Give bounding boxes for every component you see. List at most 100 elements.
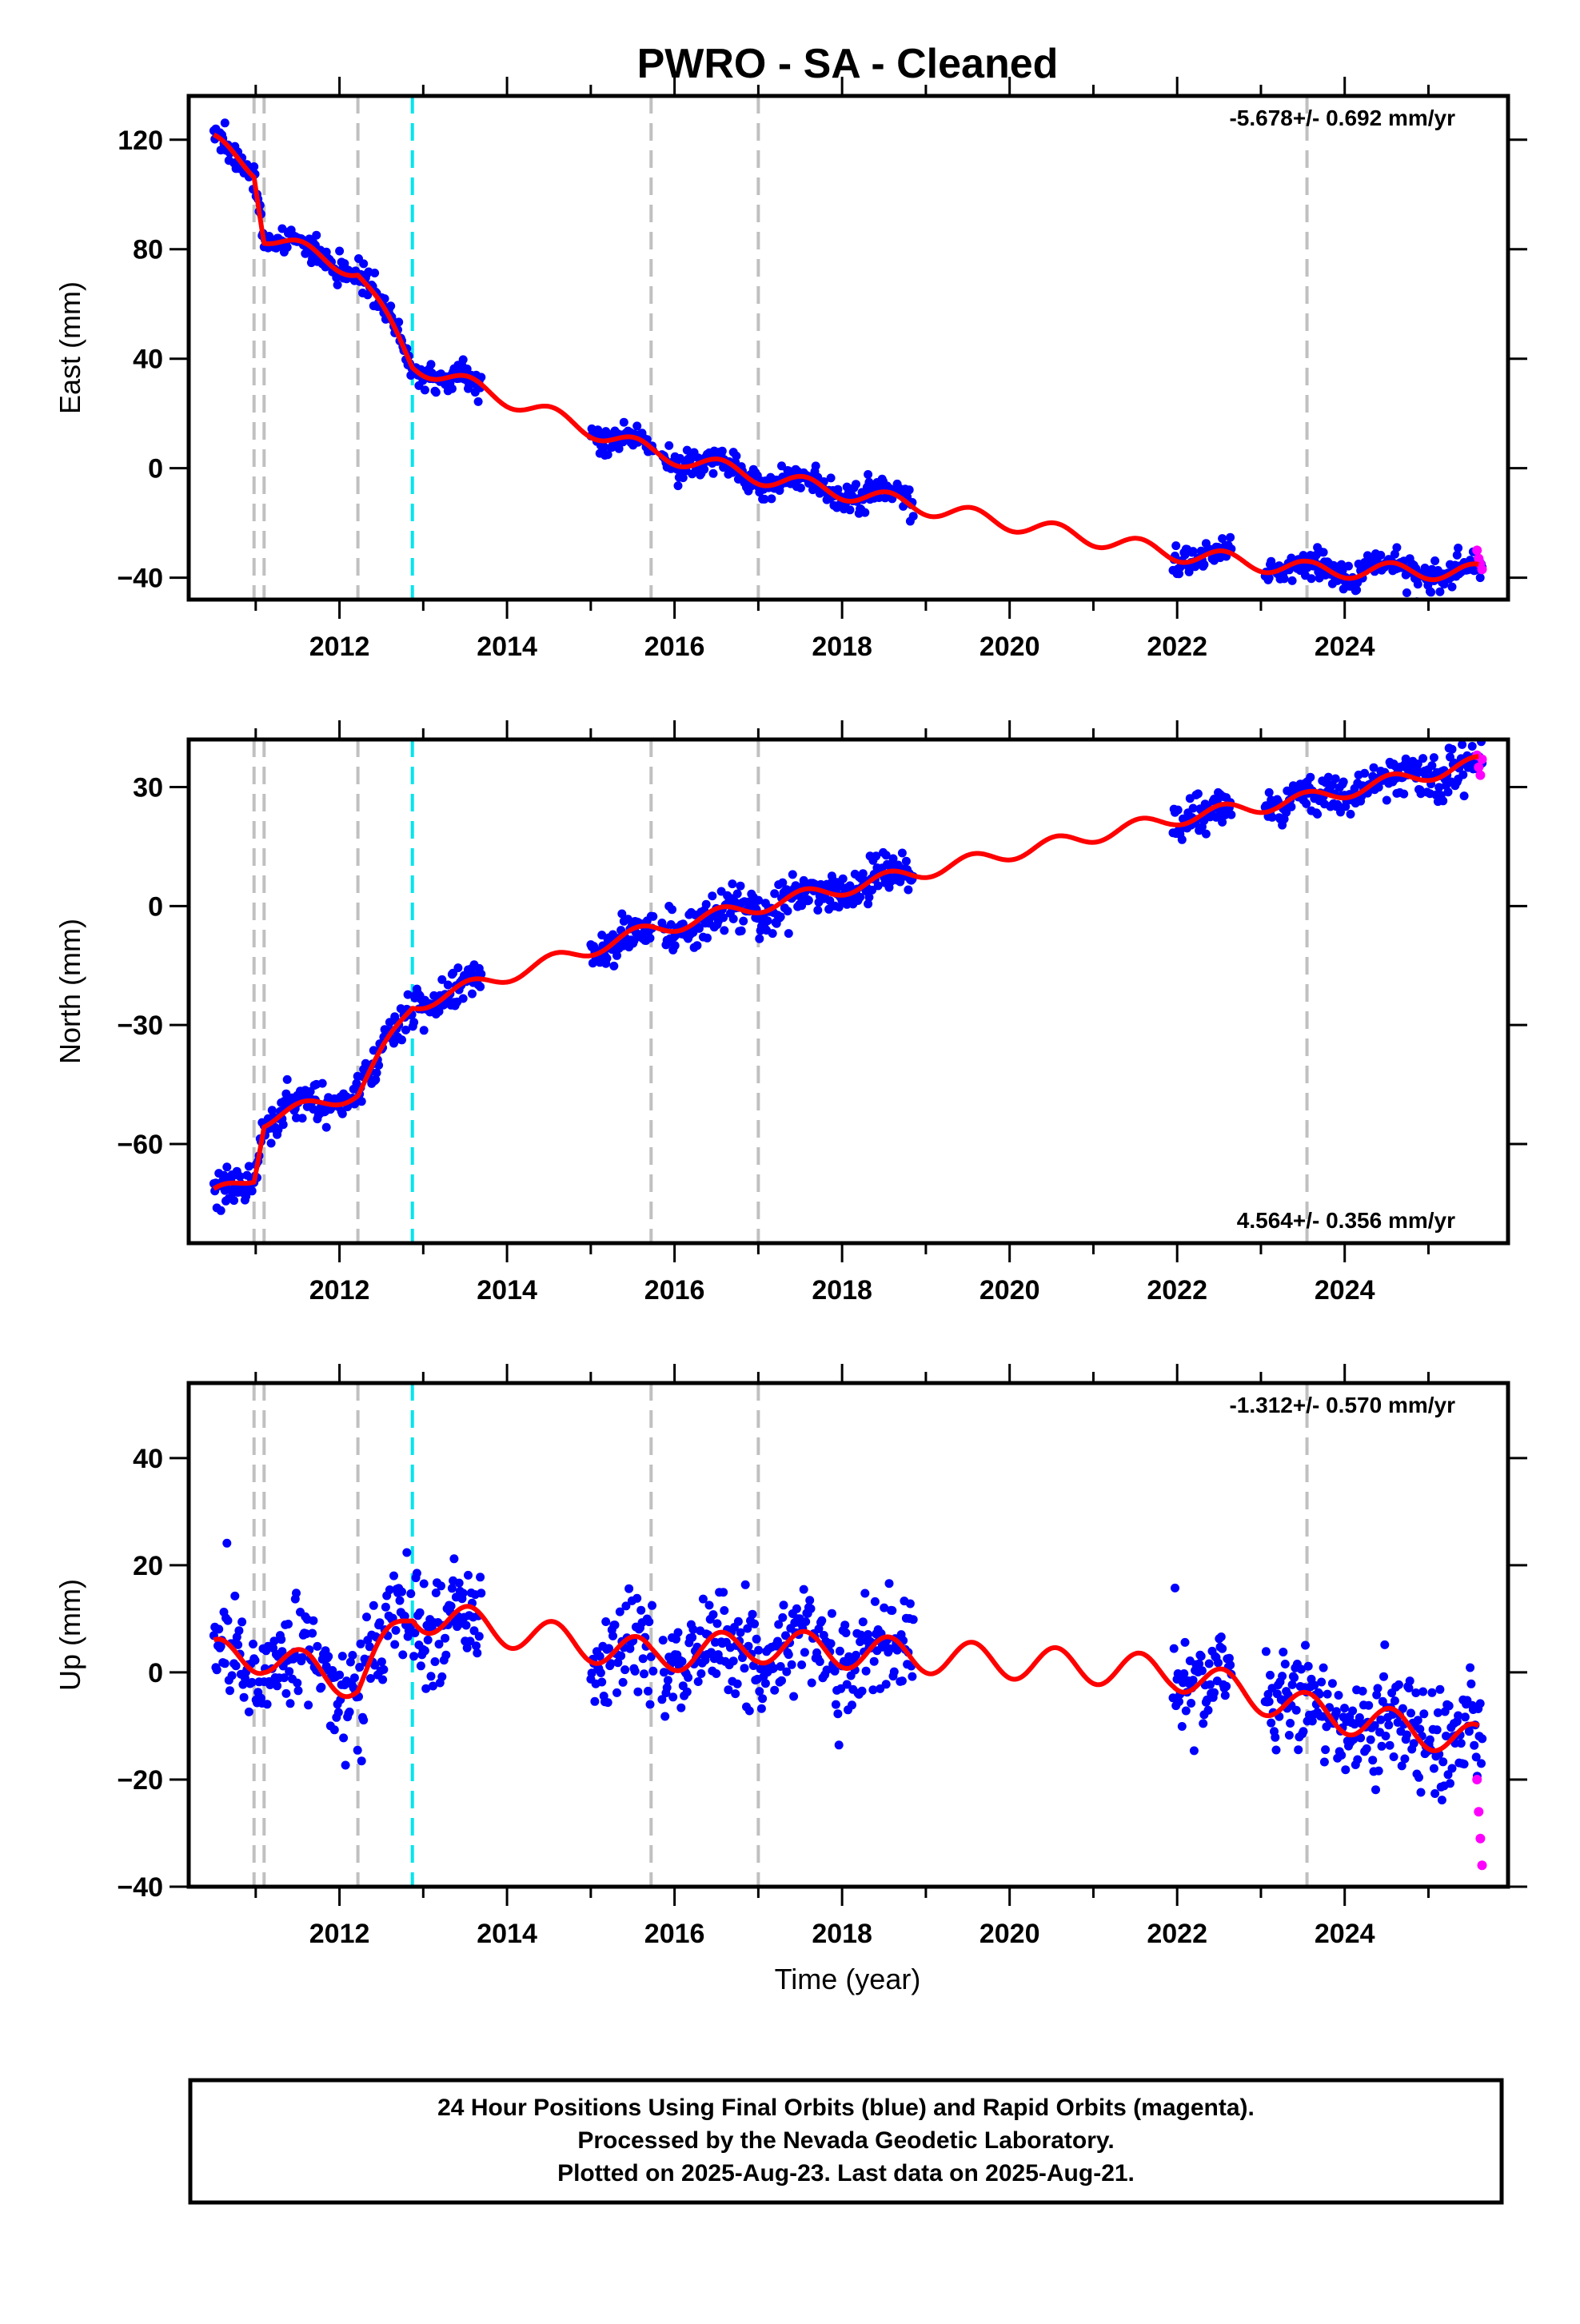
- data-point: [693, 1677, 703, 1686]
- data-point: [842, 1680, 852, 1689]
- data-point: [1179, 1669, 1189, 1678]
- data-point: [852, 1650, 860, 1660]
- data-point: [717, 446, 727, 456]
- data-point: [1426, 588, 1436, 597]
- data-point: [1442, 1732, 1450, 1740]
- data-point: [1370, 1720, 1379, 1730]
- data-point: [852, 480, 860, 489]
- data-point: [817, 1616, 827, 1625]
- data-point: [472, 1641, 481, 1651]
- data-point: [1381, 1732, 1390, 1740]
- data-point: [1432, 1725, 1442, 1735]
- data-point: [1188, 1676, 1198, 1685]
- data-point: [419, 1579, 429, 1589]
- data-point: [1287, 576, 1297, 585]
- data-point: [391, 1625, 401, 1635]
- data-point: [1338, 566, 1347, 576]
- data-point: [660, 1712, 670, 1721]
- data-point: [1317, 1677, 1327, 1687]
- data-point: [1218, 1644, 1227, 1653]
- data-point: [1416, 1788, 1426, 1797]
- x-tick-label: 2018: [812, 632, 872, 662]
- data-point: [1291, 1705, 1301, 1715]
- plot-area: [209, 96, 1487, 600]
- data-point: [889, 1667, 899, 1676]
- data-point: [668, 1692, 678, 1702]
- data-point: [370, 269, 380, 277]
- data-point: [237, 1617, 247, 1627]
- data-point: [449, 1554, 459, 1564]
- data-point: [797, 1660, 807, 1669]
- data-point: [841, 1628, 851, 1637]
- data-point: [856, 892, 865, 902]
- data-point: [337, 1109, 347, 1118]
- data-point: [1404, 1684, 1414, 1692]
- data-point: [247, 1677, 257, 1687]
- data-point: [1287, 1680, 1297, 1689]
- data-point: [212, 1665, 221, 1675]
- data-point: [219, 1170, 229, 1180]
- data-point: [1427, 1688, 1437, 1697]
- rapid-point: [1472, 545, 1482, 556]
- data-point: [662, 1683, 672, 1692]
- data-point: [1418, 1687, 1428, 1696]
- x-tick-label: 2012: [309, 1275, 370, 1306]
- data-point: [897, 848, 907, 858]
- data-point: [754, 895, 764, 905]
- data-point: [282, 242, 292, 252]
- data-point: [365, 1642, 374, 1652]
- data-point: [632, 1593, 642, 1603]
- data-point: [799, 1585, 808, 1594]
- data-point: [1447, 744, 1457, 754]
- data-point: [1341, 1765, 1351, 1775]
- data-point: [1372, 1690, 1382, 1700]
- data-point: [736, 881, 745, 891]
- footer-line-3: Plotted on 2025-Aug-23. Last data on 202…: [557, 2160, 1135, 2186]
- data-point: [1379, 1672, 1388, 1681]
- data-point: [1224, 1653, 1234, 1663]
- data-point: [805, 1596, 815, 1605]
- rapid-point: [1475, 770, 1486, 780]
- data-point: [277, 1647, 287, 1656]
- data-point: [1171, 1583, 1179, 1593]
- data-point: [267, 1106, 277, 1115]
- data-point: [1188, 803, 1198, 813]
- data-point: [1307, 574, 1316, 584]
- data-point: [1418, 754, 1428, 763]
- data-point: [778, 1612, 788, 1622]
- data-point: [868, 1685, 878, 1695]
- y-tick-label: 30: [133, 773, 163, 803]
- data-point: [1344, 561, 1353, 571]
- data-point: [668, 905, 676, 915]
- data-point: [426, 1672, 436, 1681]
- x-tick-label: 2014: [477, 1919, 537, 1949]
- model-fit-line: [212, 1604, 1481, 1753]
- data-point: [901, 856, 911, 866]
- data-point: [1402, 588, 1411, 597]
- data-point: [1466, 1663, 1475, 1672]
- data-point: [249, 1640, 257, 1648]
- data-point: [719, 1588, 728, 1597]
- data-point: [848, 1700, 856, 1710]
- data-point: [1459, 1760, 1469, 1769]
- data-point: [400, 1612, 409, 1621]
- x-axis-label: Time (year): [775, 1963, 921, 1995]
- rapid-orbit-points: [1472, 1775, 1487, 1871]
- data-point: [1470, 1740, 1479, 1750]
- data-point: [777, 1676, 786, 1685]
- data-point: [811, 461, 820, 471]
- y-tick-label: 80: [133, 235, 163, 265]
- data-point: [229, 1196, 239, 1206]
- x-tick-label: 2018: [812, 1275, 872, 1306]
- data-point: [834, 1740, 844, 1750]
- data-point: [1415, 1724, 1425, 1734]
- data-point: [1181, 1706, 1191, 1716]
- data-point: [359, 1716, 369, 1725]
- data-point: [782, 1667, 792, 1676]
- data-point: [1430, 1789, 1440, 1798]
- data-point: [908, 512, 918, 521]
- data-point: [881, 851, 891, 860]
- data-point: [437, 1672, 447, 1681]
- x-tick-label: 2022: [1147, 1275, 1207, 1306]
- data-point: [374, 1061, 384, 1070]
